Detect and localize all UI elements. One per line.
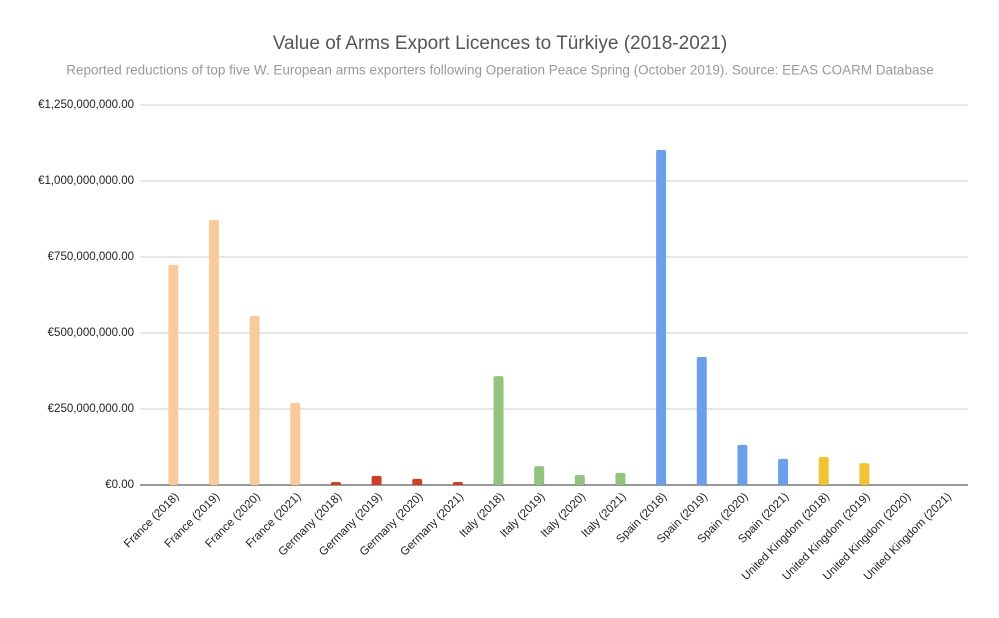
- bar: [168, 264, 179, 485]
- y-tick-label: €1,250,000,000.00: [38, 99, 134, 111]
- bar: [818, 457, 829, 485]
- bar: [452, 481, 463, 485]
- bar: [290, 402, 301, 485]
- bar: [656, 149, 667, 485]
- y-tick-label: €500,000,000.00: [48, 327, 134, 339]
- y-tick-label: €750,000,000.00: [48, 251, 134, 263]
- bar: [574, 474, 585, 485]
- y-tick-label: €1,000,000,000.00: [38, 175, 134, 187]
- bar: [615, 472, 626, 485]
- chart-subtitle: Reported reductions of top five W. Europ…: [66, 63, 933, 78]
- bar: [208, 219, 219, 486]
- y-tick-label: €0.00: [105, 479, 134, 491]
- bar: [330, 481, 341, 485]
- chart-title: Value of Arms Export Licences to Türkiye…: [273, 33, 727, 54]
- bar: [778, 458, 789, 485]
- bar: [737, 444, 748, 485]
- bar: [493, 376, 504, 485]
- bar: [859, 463, 870, 485]
- bar: [412, 478, 423, 485]
- y-tick-label: €250,000,000.00: [48, 403, 134, 415]
- bar: [696, 357, 707, 485]
- bar: [534, 466, 545, 485]
- bar: [371, 475, 382, 485]
- bar: [249, 315, 260, 485]
